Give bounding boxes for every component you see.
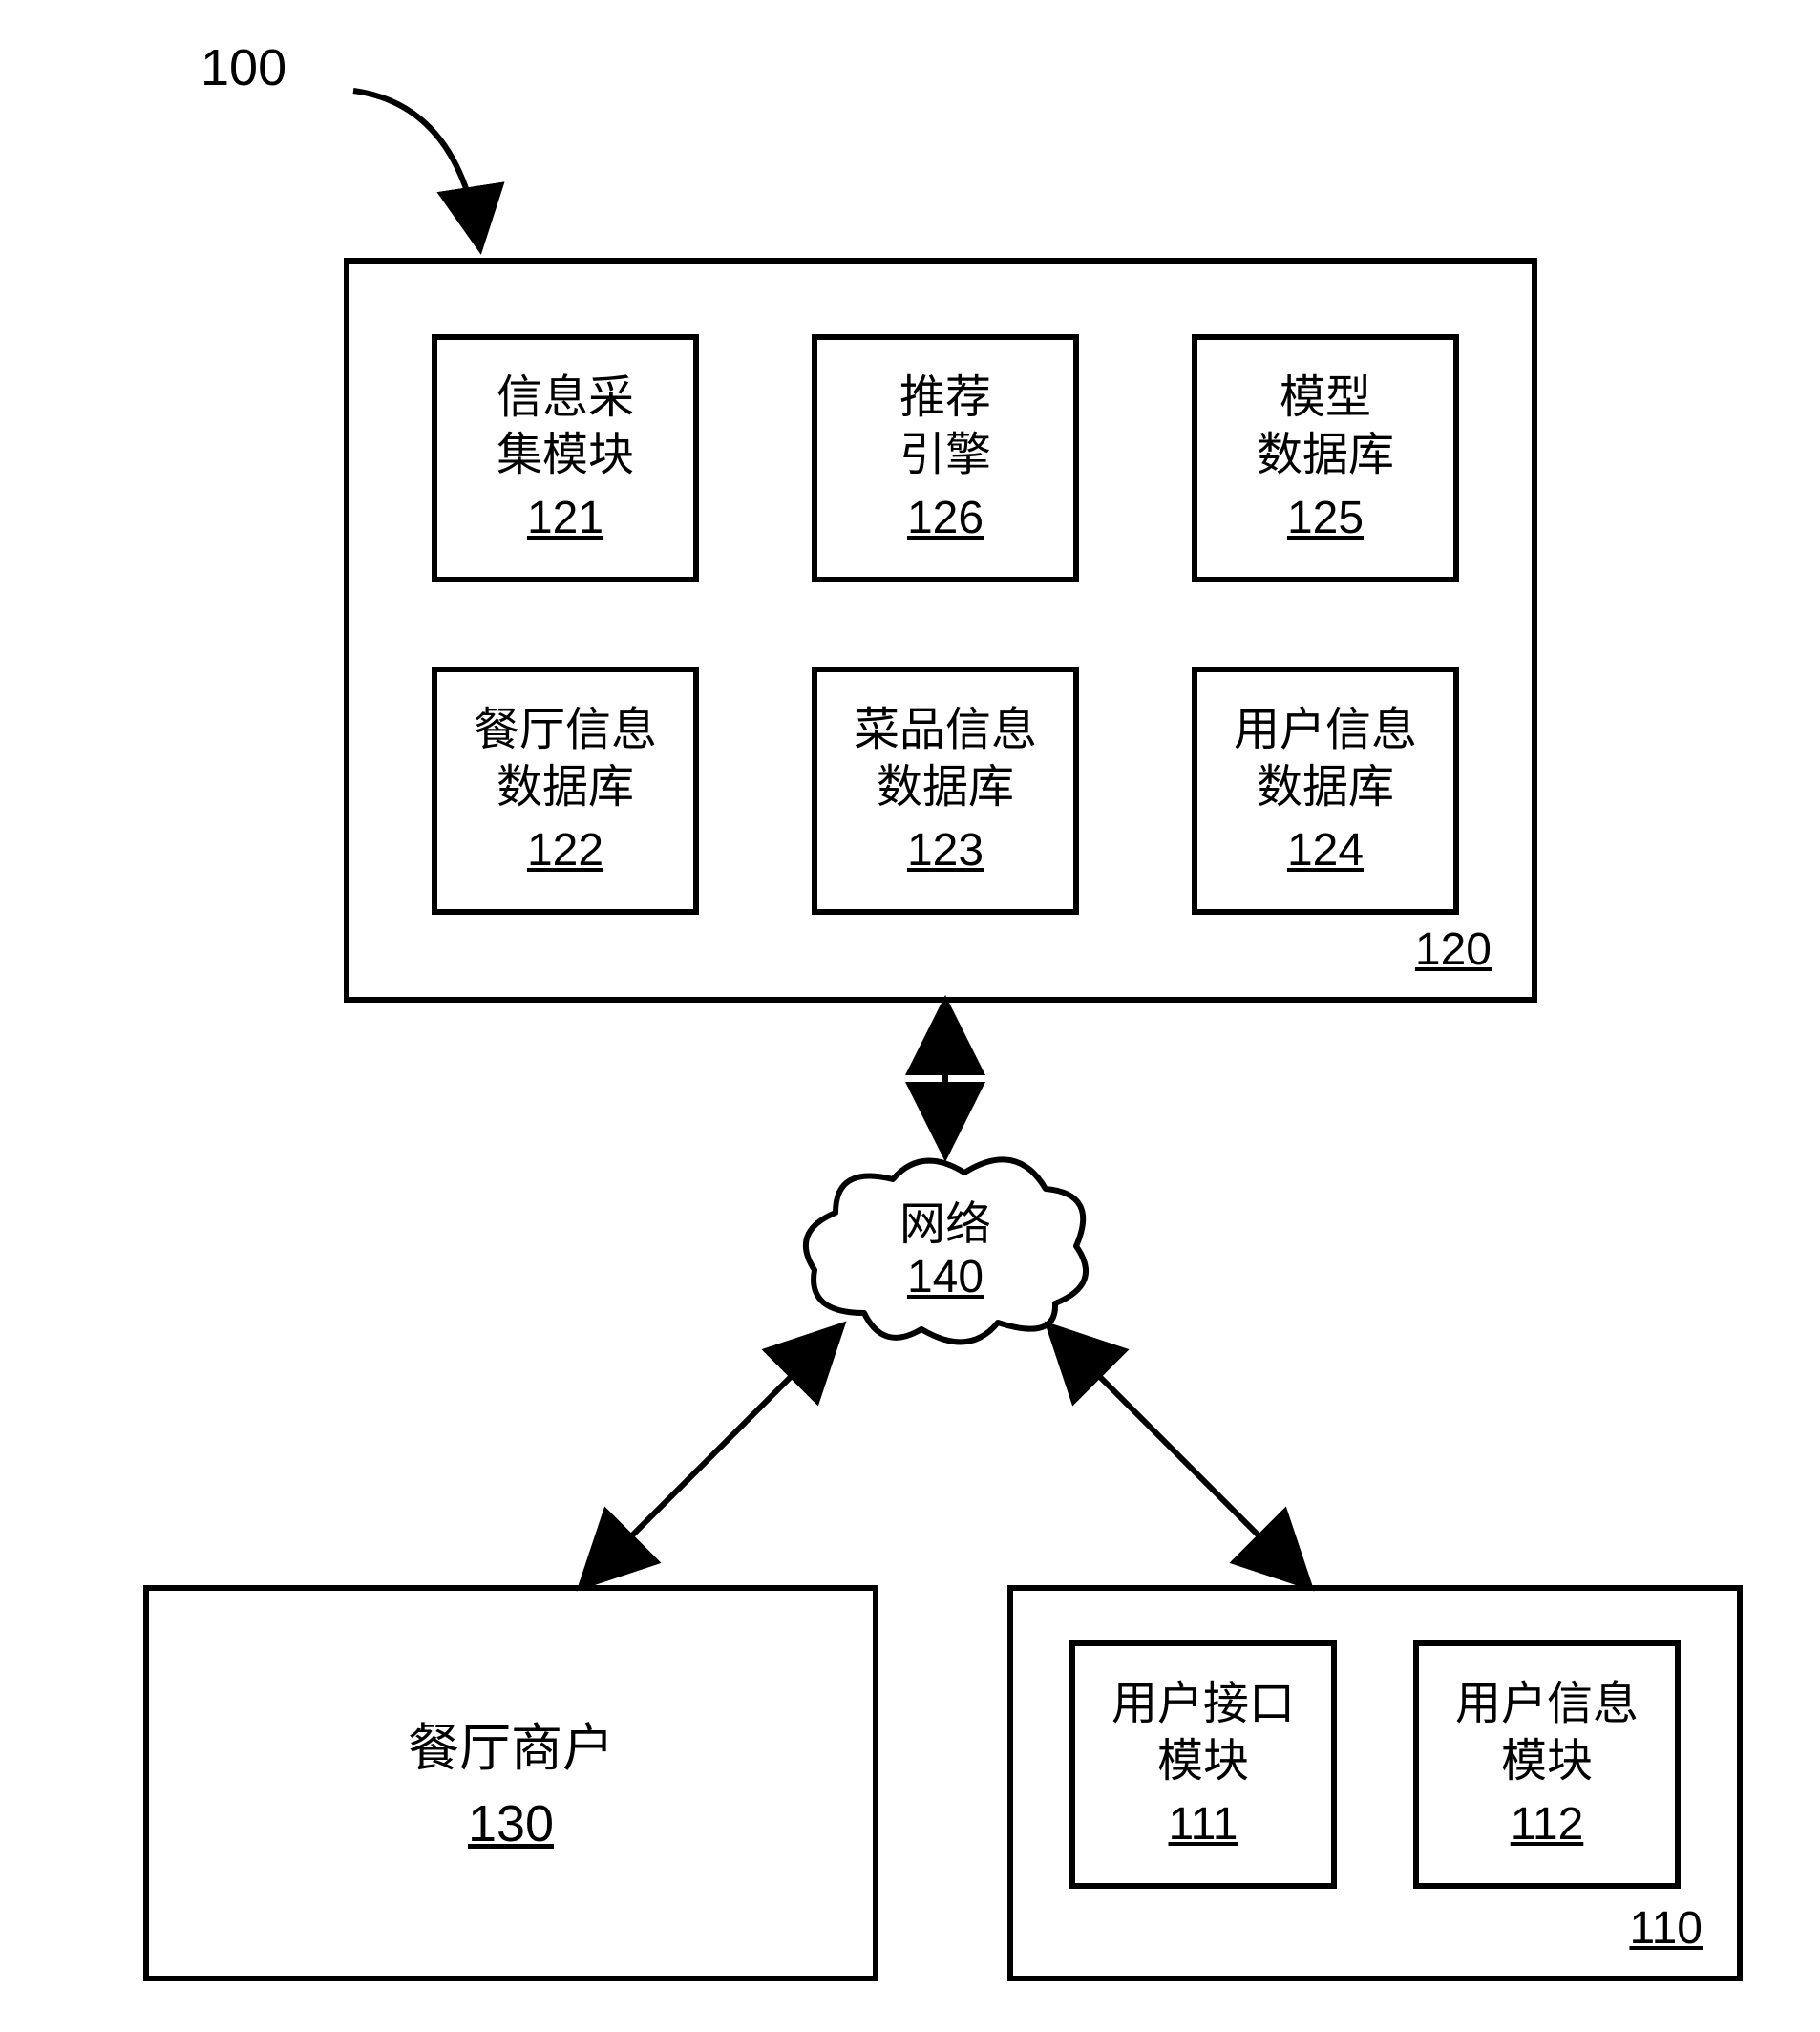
diagram-canvas: 100 120 信息采 集模块 121 推荐 引擎 126 模型 数据库 125… <box>0 0 1820 2032</box>
connector-cloud-client <box>1052 1329 1306 1583</box>
connector-cloud-merchant <box>584 1329 838 1583</box>
connectors <box>0 0 1820 2032</box>
